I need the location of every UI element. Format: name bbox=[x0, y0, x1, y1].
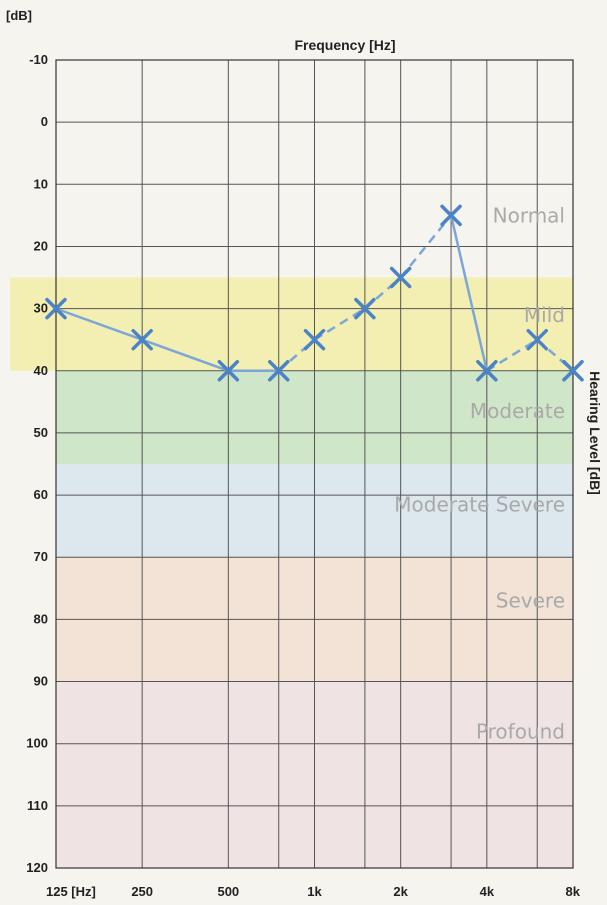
y-tick-label: 110 bbox=[27, 798, 48, 813]
data-point-marker bbox=[354, 297, 376, 320]
data-point-marker bbox=[476, 360, 498, 382]
data-point-marker bbox=[389, 266, 412, 289]
x-tick-label: 250 bbox=[131, 884, 153, 899]
y-tick-label: 50 bbox=[34, 425, 48, 440]
x-tick-labels: 125 [Hz] 250 500 1k 2k 4k 8k bbox=[46, 884, 581, 899]
marker-stroke bbox=[267, 360, 290, 382]
x-axis-title: Frequency [Hz] bbox=[294, 37, 395, 53]
series-segment bbox=[141, 338, 229, 372]
grid-lines bbox=[55, 59, 574, 869]
series-segment bbox=[486, 338, 538, 372]
y-tick-label: 80 bbox=[34, 611, 48, 626]
data-point-marker bbox=[217, 360, 240, 382]
y-tick-label: 10 bbox=[34, 176, 48, 191]
marker-stroke bbox=[440, 204, 462, 227]
y-tick-labels: -10 0 10 20 30 40 50 60 70 80 90 100 110 120 bbox=[26, 52, 48, 875]
y-tick-label: 70 bbox=[34, 549, 48, 564]
series-segment bbox=[55, 307, 143, 341]
marker-stroke bbox=[389, 266, 412, 289]
series-segment bbox=[449, 215, 489, 372]
plot-border bbox=[55, 59, 574, 869]
y-tick-label: 40 bbox=[34, 363, 48, 378]
x-tick-label: 1k bbox=[307, 884, 322, 899]
band-label-moderate: Moderate bbox=[470, 399, 565, 423]
data-point-marker bbox=[131, 328, 153, 351]
marker-stroke bbox=[354, 297, 376, 320]
hearing-level-bands bbox=[10, 60, 573, 868]
x-tick-label: 4k bbox=[480, 884, 495, 899]
y-tick-label: 0 bbox=[41, 114, 48, 129]
marker-stroke bbox=[131, 328, 153, 351]
x-tick-label: 500 bbox=[217, 884, 239, 899]
marker-stroke bbox=[476, 360, 498, 382]
data-point-marker bbox=[45, 297, 67, 320]
y-tick-label: 30 bbox=[34, 301, 48, 316]
marker-stroke bbox=[45, 297, 67, 320]
x-tick-label: 8k bbox=[566, 884, 581, 899]
band-label-severe: Severe bbox=[496, 589, 565, 613]
band-label-moderate-severe: Moderate Severe bbox=[394, 492, 565, 516]
data-point-marker bbox=[440, 204, 462, 227]
y-axis-title: Hearing Level [dB] bbox=[587, 371, 603, 495]
y-tick-label: 90 bbox=[34, 674, 48, 689]
data-point-marker bbox=[267, 360, 290, 382]
marker-stroke bbox=[303, 328, 326, 351]
marker-stroke bbox=[526, 328, 548, 351]
x-tick-label: 2k bbox=[393, 884, 408, 899]
band-label-profound: Profound bbox=[476, 719, 565, 743]
band-label-normal: Normal bbox=[493, 203, 565, 227]
series-segment bbox=[313, 307, 366, 341]
marker-stroke bbox=[562, 360, 584, 382]
data-point-marker bbox=[562, 360, 584, 382]
marker-stroke bbox=[217, 360, 240, 382]
y-tick-label: -10 bbox=[29, 52, 48, 67]
band-labels: Normal Mild Moderate Moderate Severe Severe P… bbox=[394, 203, 565, 743]
y-tick-label: 60 bbox=[34, 487, 48, 502]
x-tick-label: 125 [Hz] bbox=[46, 884, 96, 899]
y-tick-label: 120 bbox=[26, 860, 48, 875]
data-point-marker bbox=[303, 328, 326, 351]
band-label-mild: Mild bbox=[524, 303, 565, 327]
y-tick-label: 100 bbox=[26, 736, 48, 751]
y-tick-label: 20 bbox=[34, 238, 48, 253]
y-unit-label: [dB] bbox=[6, 8, 32, 23]
band-mild bbox=[10, 277, 573, 371]
data-point-marker bbox=[526, 328, 548, 351]
threshold-series bbox=[45, 204, 584, 382]
